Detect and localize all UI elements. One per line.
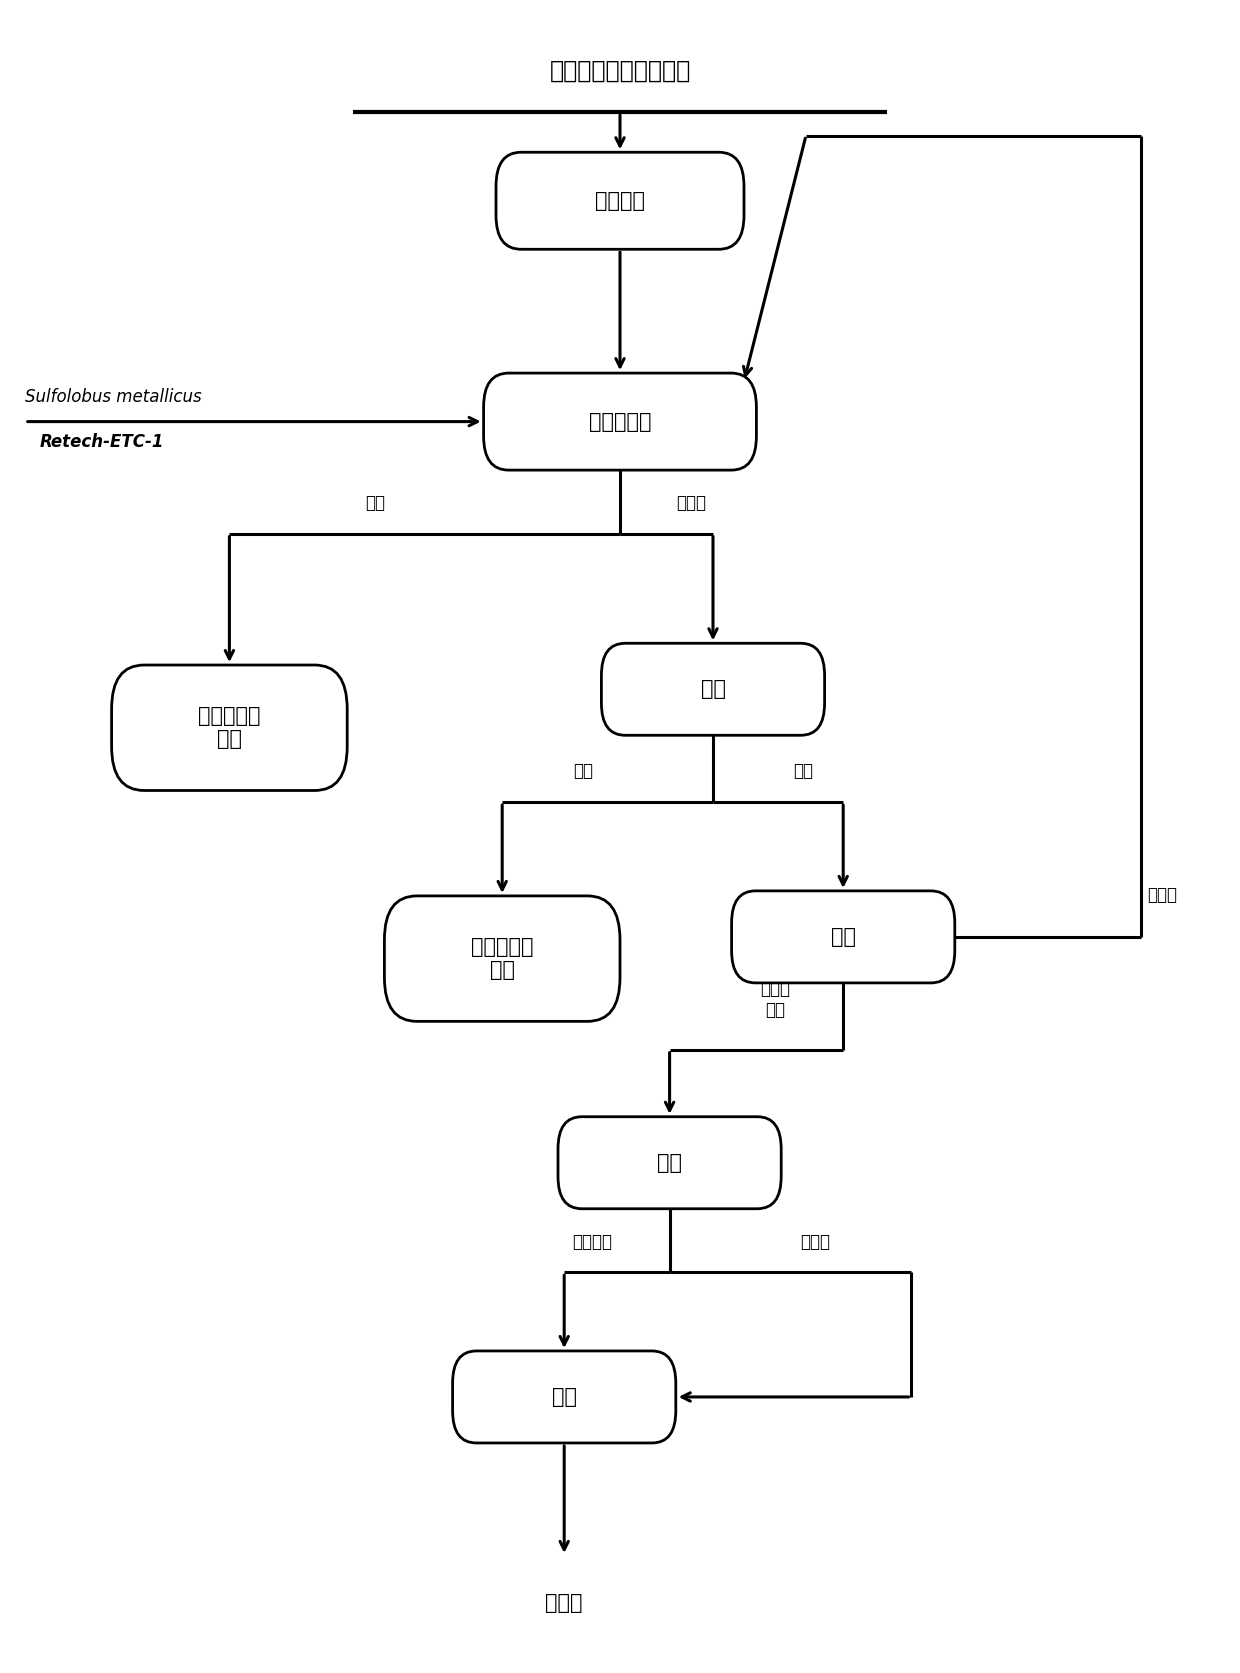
Text: 反萃: 反萃 — [657, 1153, 682, 1173]
Text: 阴极镍: 阴极镍 — [546, 1593, 583, 1613]
Text: 反萃后液: 反萃后液 — [572, 1233, 613, 1251]
Text: 无害化处理
存放: 无害化处理 存放 — [198, 706, 260, 750]
Text: Sulfolobus metallicus: Sulfolobus metallicus — [25, 388, 201, 405]
Text: 有机相: 有机相 — [800, 1233, 831, 1251]
FancyBboxPatch shape — [112, 666, 347, 791]
Text: 选择性浸出: 选择性浸出 — [589, 412, 651, 432]
Text: 浸渣: 浸渣 — [365, 494, 386, 512]
Text: 溶液: 溶液 — [792, 763, 813, 780]
Text: 沉渣: 沉渣 — [573, 763, 593, 780]
FancyBboxPatch shape — [496, 152, 744, 249]
Text: 萃取: 萃取 — [831, 927, 856, 947]
FancyBboxPatch shape — [601, 642, 825, 736]
Text: Retech-ETC-1: Retech-ETC-1 — [40, 433, 164, 450]
Text: 电积: 电积 — [552, 1387, 577, 1407]
FancyBboxPatch shape — [453, 1352, 676, 1442]
Text: 负载有
机相: 负载有 机相 — [760, 980, 790, 1019]
Text: 除铁: 除铁 — [701, 679, 725, 699]
FancyBboxPatch shape — [558, 1118, 781, 1210]
FancyBboxPatch shape — [384, 897, 620, 1021]
Text: 浸出液: 浸出液 — [676, 494, 707, 512]
FancyBboxPatch shape — [484, 373, 756, 470]
Text: 搅拌浸出: 搅拌浸出 — [595, 191, 645, 211]
Text: 无害化处理
存放: 无害化处理 存放 — [471, 937, 533, 980]
FancyBboxPatch shape — [732, 892, 955, 984]
Text: 高铁低品位硫化镍精矿: 高铁低品位硫化镍精矿 — [549, 59, 691, 82]
Text: 萃余液: 萃余液 — [1147, 887, 1177, 903]
